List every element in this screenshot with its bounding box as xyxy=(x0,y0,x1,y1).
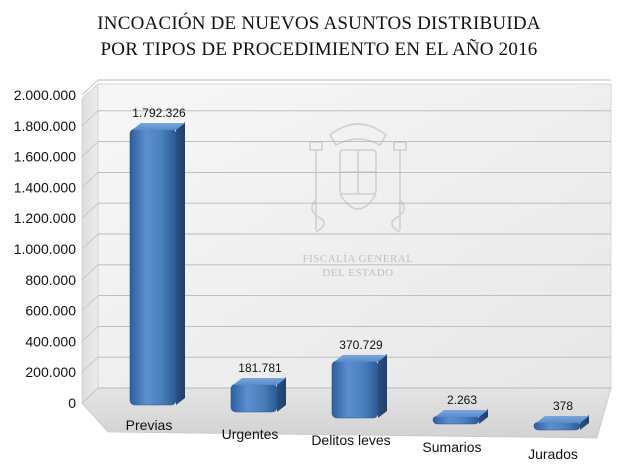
bar-side xyxy=(176,121,185,405)
data-label: 370.729 xyxy=(339,338,383,352)
gridline-side xyxy=(81,356,99,373)
watermark-line-2: DEL ESTADO xyxy=(322,267,393,279)
x-tick-label: Urgentes xyxy=(222,426,279,442)
bar-side xyxy=(378,353,387,418)
bar xyxy=(533,415,589,431)
gridline-side xyxy=(81,110,99,127)
watermark-seal: FISCALÍA GENERAL DEL ESTADO xyxy=(303,123,414,279)
x-tick-label: Previas xyxy=(126,417,173,433)
y-tick-label: 200.000 xyxy=(25,364,76,380)
bar xyxy=(331,353,387,419)
watermark-line-1: FISCALÍA GENERAL xyxy=(303,253,414,265)
bar-top xyxy=(233,378,286,386)
bar-side xyxy=(580,415,589,430)
x-tick-label: Sumarios xyxy=(422,439,481,455)
y-tick-label: 2.000.000 xyxy=(14,87,76,103)
gridline-side xyxy=(81,326,99,342)
gridline-side xyxy=(81,264,99,281)
gridline-side xyxy=(81,202,99,219)
bar-front xyxy=(230,383,278,413)
x-tick-label: Jurados xyxy=(528,446,578,462)
gridline-side xyxy=(81,141,99,157)
left-side-wall xyxy=(81,83,99,404)
x-axis: Previas Urgentes Delitos leves Sumarios Jura… xyxy=(126,417,578,462)
y-tick-label: 1.200.000 xyxy=(14,210,76,226)
chart-title-line-2: POR TIPOS DE PROCEDIMIENTO EN EL AÑO 201… xyxy=(101,38,538,60)
bar-top xyxy=(435,410,488,417)
gridline-side xyxy=(81,172,99,188)
data-label: 378 xyxy=(553,399,573,413)
y-tick-label: 600.000 xyxy=(25,303,76,319)
data-label: 2.263 xyxy=(447,393,477,407)
bar-front xyxy=(533,421,581,431)
gridline-side xyxy=(81,387,99,404)
data-label: 181.781 xyxy=(238,361,282,375)
y-tick-label: 0 xyxy=(68,395,76,411)
bar-front xyxy=(331,360,379,419)
bar-side xyxy=(479,409,488,424)
bar-top xyxy=(334,354,387,362)
gridline-side xyxy=(81,233,99,250)
bar-top xyxy=(132,122,185,130)
bars xyxy=(129,121,589,431)
bar-side xyxy=(277,377,286,412)
y-tick-label: 1.000.000 xyxy=(14,241,76,257)
gridline-side xyxy=(81,295,99,311)
bar-front xyxy=(129,128,177,406)
bar xyxy=(129,121,185,406)
y-axis: 0 200.000 400.000 600.000 800.000 1.000.000 1.… xyxy=(14,87,77,411)
y-tick-label: 1.600.000 xyxy=(14,149,76,165)
data-label: 1.792.326 xyxy=(132,106,186,120)
bar xyxy=(230,377,286,413)
bar-front xyxy=(432,415,480,425)
x-tick-label: Delitos leves xyxy=(311,432,390,448)
chart-title-line-1: INCOACIÓN DE NUEVOS ASUNTOS DISTRIBUIDA xyxy=(97,12,540,34)
y-tick-label: 1.400.000 xyxy=(14,179,76,195)
bar xyxy=(432,409,488,425)
y-tick-label: 1.800.000 xyxy=(14,118,76,134)
data-labels: 1.792.326 181.781 370.729 2.263 378 xyxy=(132,106,573,413)
gridline-side xyxy=(81,79,99,96)
y-tick-label: 800.000 xyxy=(25,272,76,288)
y-tick-label: 400.000 xyxy=(25,333,76,349)
bar-top xyxy=(536,416,589,423)
